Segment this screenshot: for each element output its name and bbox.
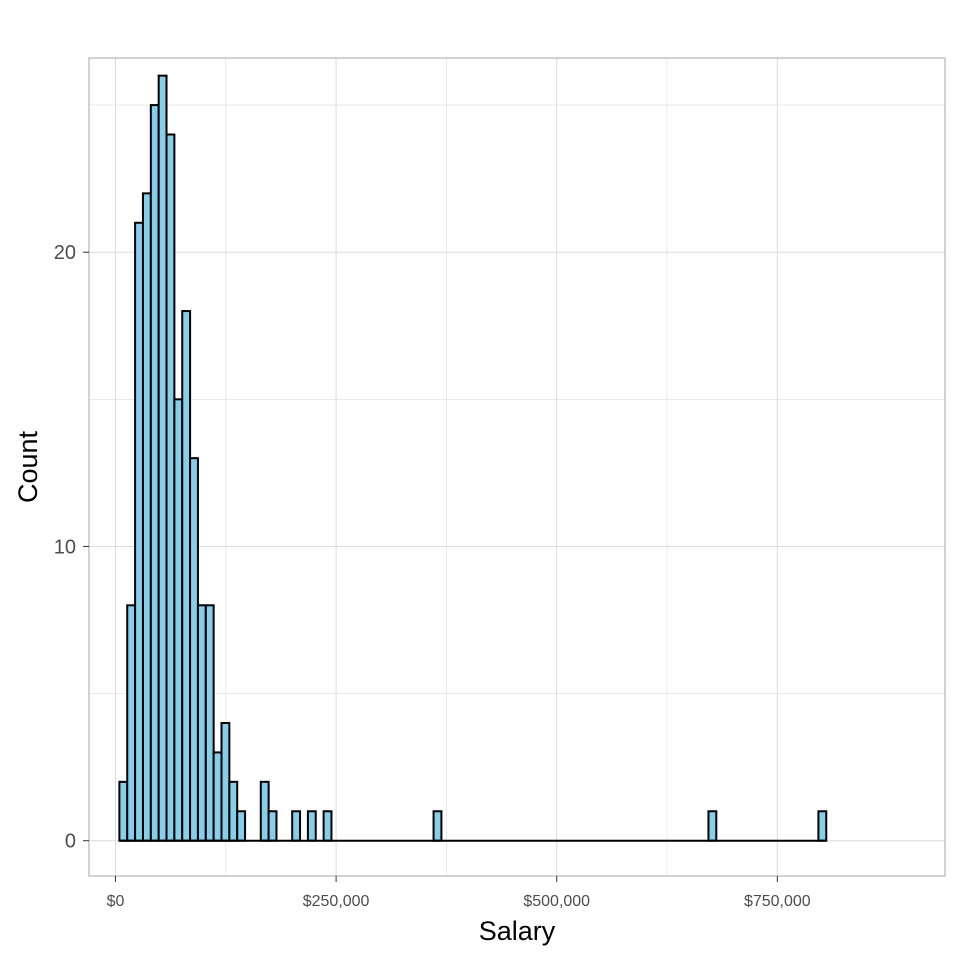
histogram-bar — [236, 810, 247, 842]
x-tick-label: $500,000 — [523, 893, 590, 910]
histogram-bar — [228, 780, 239, 842]
histogram-bars — [118, 74, 828, 842]
histogram-bar — [220, 721, 231, 842]
histogram-bar — [157, 74, 168, 842]
histogram-bar — [134, 221, 144, 842]
histogram-bar — [212, 751, 223, 842]
x-tick-label: $750,000 — [744, 893, 811, 910]
histogram-bar — [259, 780, 270, 842]
histogram-bar — [173, 398, 184, 842]
panel-border — [88, 57, 946, 877]
histogram-bar — [149, 104, 160, 842]
y-tick-label: 0 — [65, 831, 76, 853]
x-tick-label: $0 — [107, 893, 125, 910]
histogram-bar — [267, 810, 278, 842]
histogram-bar — [126, 604, 137, 842]
y-tick-label: 10 — [54, 536, 76, 558]
histogram-bar — [817, 810, 828, 842]
histogram-bar — [181, 310, 192, 842]
histogram-bar — [707, 810, 718, 842]
histogram-bar — [306, 810, 317, 842]
histogram-bar — [432, 810, 443, 842]
x-axis-ticks: $0 $250,000 $500,000 $750,000 — [107, 876, 811, 910]
x-tick-label: $250,000 — [303, 893, 370, 910]
histogram-bar — [118, 780, 129, 842]
histogram-bar — [204, 604, 215, 842]
histogram-bar — [141, 192, 152, 842]
grid-lines — [89, 58, 945, 876]
histogram-bar — [165, 133, 176, 842]
histogram-bar — [322, 810, 333, 842]
y-axis-ticks: 0 10 20 — [54, 242, 89, 853]
y-tick-label: 20 — [54, 242, 76, 264]
x-axis-title: Salary — [479, 916, 556, 946]
histogram-bar — [291, 810, 302, 842]
histogram-bar — [189, 457, 199, 842]
y-axis-title: Count — [13, 430, 43, 503]
histogram-bar — [196, 604, 207, 842]
